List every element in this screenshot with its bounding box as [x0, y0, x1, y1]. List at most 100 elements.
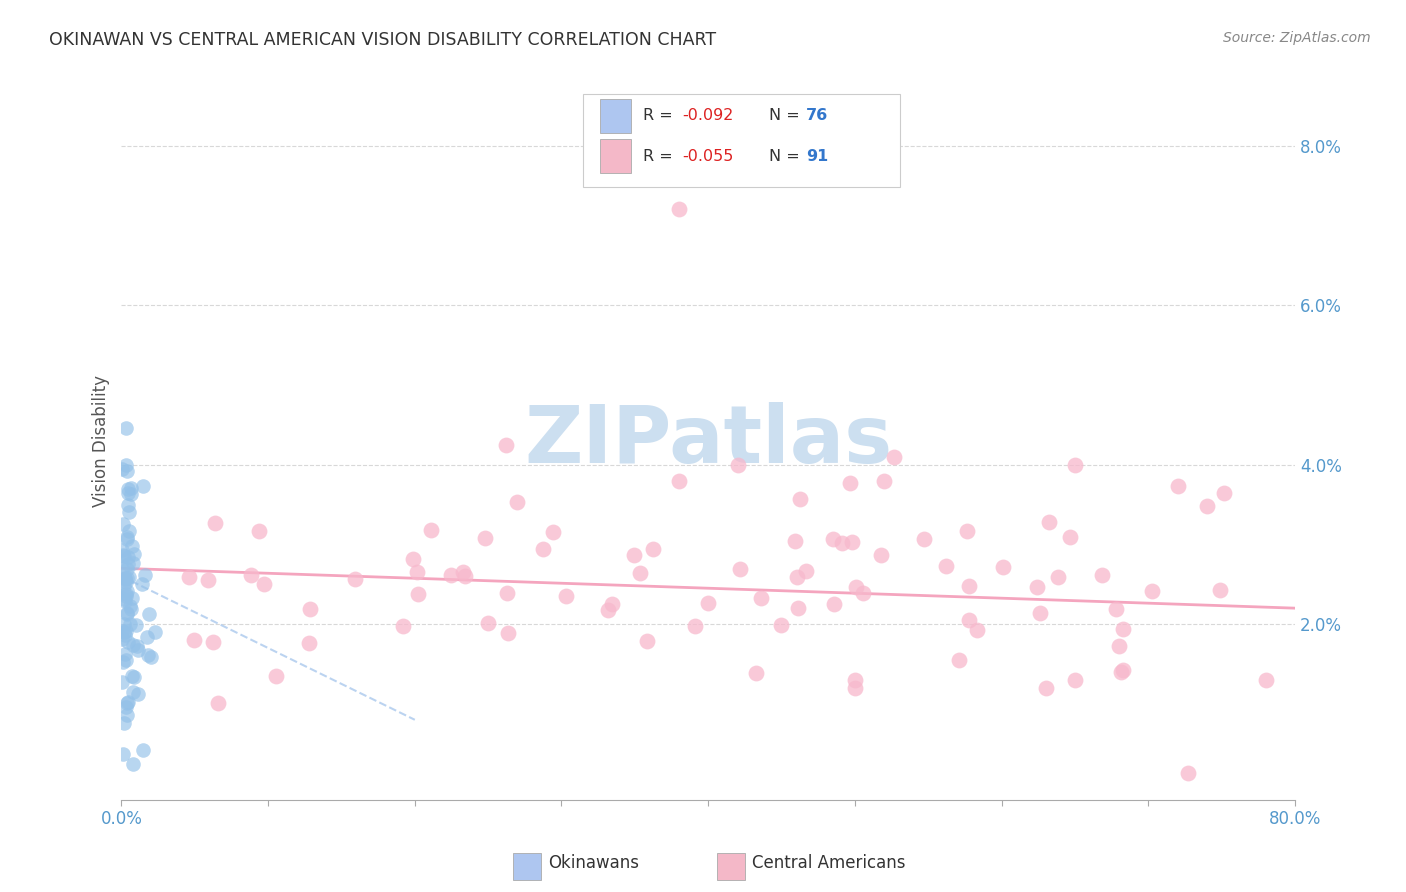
- Point: [1064, 673, 1087, 687]
- Point: [111, 747, 134, 762]
- Point: [117, 558, 139, 572]
- Point: [118, 570, 141, 584]
- Point: [127, 642, 149, 657]
- Point: [1091, 568, 1114, 582]
- Point: [183, 632, 205, 647]
- Point: [1026, 580, 1049, 594]
- Point: [477, 616, 499, 631]
- Point: [1035, 681, 1057, 695]
- Point: [844, 681, 866, 695]
- Point: [111, 562, 134, 576]
- Point: [143, 625, 166, 640]
- Point: [555, 589, 578, 603]
- Point: [115, 696, 138, 710]
- Point: [121, 539, 143, 553]
- Point: [124, 670, 146, 684]
- Point: [207, 696, 229, 710]
- Point: [844, 673, 866, 687]
- Point: [451, 565, 474, 579]
- Point: [115, 458, 138, 472]
- Point: [204, 516, 226, 531]
- Point: [114, 647, 136, 661]
- Point: [770, 618, 793, 632]
- Point: [201, 635, 224, 649]
- Text: 91: 91: [806, 149, 828, 163]
- Point: [823, 597, 845, 611]
- Point: [112, 578, 135, 592]
- Point: [728, 562, 751, 576]
- Text: 76: 76: [806, 109, 828, 123]
- Point: [628, 566, 651, 581]
- Point: [845, 580, 868, 594]
- Point: [115, 653, 138, 667]
- Point: [749, 591, 772, 605]
- Point: [1111, 665, 1133, 680]
- Point: [420, 523, 443, 537]
- Point: [496, 625, 519, 640]
- Point: [121, 638, 143, 652]
- Point: [120, 487, 142, 501]
- Point: [668, 202, 690, 217]
- Point: [115, 532, 138, 546]
- Point: [127, 639, 149, 653]
- Point: [543, 524, 565, 539]
- Point: [1108, 639, 1130, 653]
- Point: [935, 559, 957, 574]
- Point: [869, 548, 891, 562]
- Point: [1212, 486, 1234, 500]
- Point: [1142, 584, 1164, 599]
- Point: [392, 619, 415, 633]
- Point: [883, 450, 905, 464]
- Point: [841, 535, 863, 549]
- Point: [993, 560, 1015, 574]
- Point: [115, 464, 138, 478]
- Point: [114, 589, 136, 603]
- Point: [838, 476, 860, 491]
- Point: [112, 716, 135, 731]
- Point: [111, 624, 134, 638]
- Point: [115, 607, 138, 622]
- Point: [122, 547, 145, 561]
- Point: [253, 576, 276, 591]
- Point: [505, 495, 527, 509]
- Point: [120, 602, 142, 616]
- Point: [440, 568, 463, 582]
- Point: [727, 458, 749, 472]
- Point: [117, 482, 139, 496]
- Point: [134, 568, 156, 582]
- Point: [299, 601, 322, 615]
- Point: [115, 584, 138, 599]
- Point: [112, 625, 135, 640]
- Point: [111, 674, 134, 689]
- Point: [118, 506, 141, 520]
- Point: [823, 532, 845, 546]
- Point: [117, 606, 139, 620]
- Point: [121, 685, 143, 699]
- Point: [596, 602, 619, 616]
- Point: [641, 541, 664, 556]
- Point: [623, 548, 645, 562]
- Point: [600, 598, 623, 612]
- Point: [966, 623, 988, 637]
- Point: [115, 699, 138, 714]
- Point: [1197, 499, 1219, 513]
- Point: [114, 628, 136, 642]
- Point: [114, 572, 136, 586]
- Point: [247, 524, 270, 539]
- Point: [117, 635, 139, 649]
- Point: [454, 568, 477, 582]
- Text: R =: R =: [643, 149, 678, 163]
- Point: [136, 648, 159, 663]
- Point: [114, 574, 136, 589]
- Point: [122, 556, 145, 570]
- Point: [111, 632, 134, 647]
- Point: [112, 549, 135, 563]
- Point: [239, 567, 262, 582]
- Point: [786, 600, 808, 615]
- Point: [122, 756, 145, 771]
- Point: [495, 438, 517, 452]
- Point: [1028, 606, 1050, 620]
- Text: -0.092: -0.092: [682, 109, 734, 123]
- Point: [789, 491, 811, 506]
- Point: [131, 743, 153, 757]
